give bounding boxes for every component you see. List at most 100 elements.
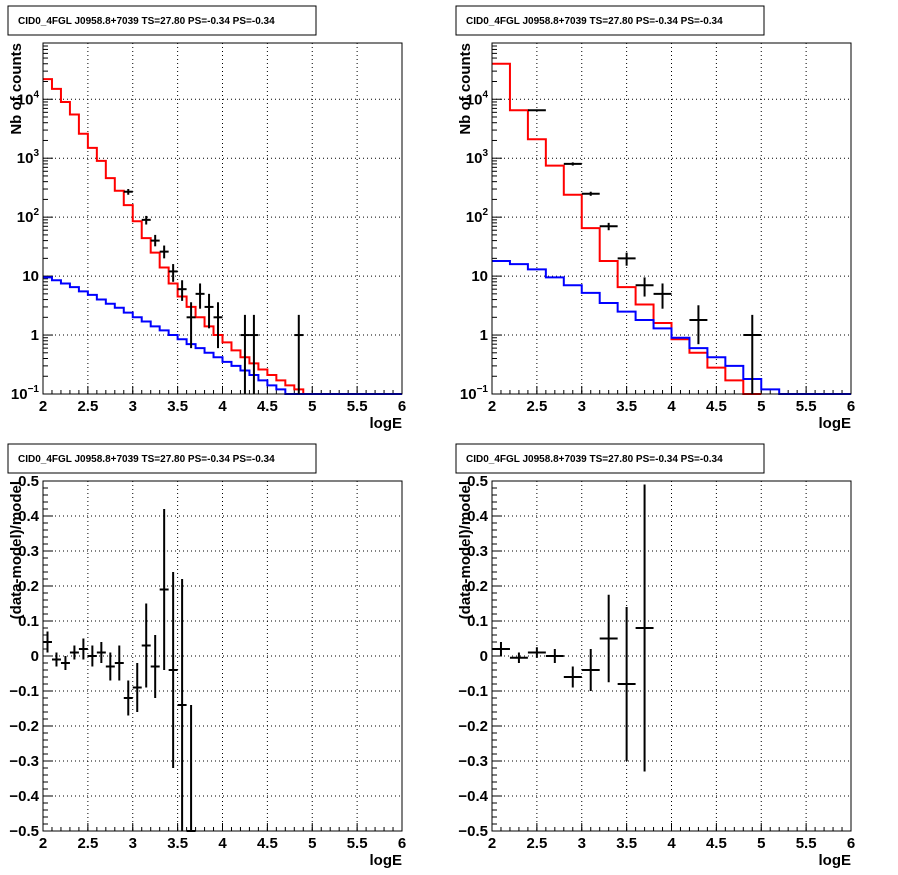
x-tick-label: 3.5 — [167, 835, 188, 852]
data-point — [563, 666, 582, 688]
data-point — [545, 649, 564, 663]
x-tick-label: 2.5 — [77, 398, 98, 415]
chart-panel-1: CID0_4FGL J0958.8+7039 TS=27.80 PS=-0.34… — [7, 5, 406, 432]
x-tick-label: 5.5 — [347, 398, 368, 415]
y-tick-label: −0.2 — [9, 718, 39, 735]
data-point — [213, 302, 223, 349]
data-point — [294, 314, 304, 394]
x-tick-label: 6 — [847, 835, 855, 852]
x-tick-label: 5 — [757, 835, 765, 852]
data-point — [69, 645, 79, 660]
y-tick-label: 103 — [17, 148, 40, 167]
chart-title: CID0_4FGL J0958.8+7039 TS=27.80 PS=-0.34… — [466, 454, 723, 465]
y-tick-label: 1 — [31, 327, 39, 344]
y-tick-label: −0.4 — [458, 788, 488, 805]
data-point — [240, 314, 250, 394]
y-tick-label: 0 — [31, 648, 39, 665]
y-tick-label: 10−1 — [460, 384, 489, 403]
data-point — [195, 283, 205, 309]
y-tick-label: 1 — [480, 327, 488, 344]
x-tick-label: 3 — [129, 835, 137, 852]
step-series-line — [492, 260, 851, 395]
data-point — [635, 277, 654, 297]
data-point — [51, 652, 61, 667]
x-tick-label: 2.5 — [526, 835, 547, 852]
y-tick-label: −0.5 — [9, 823, 39, 840]
chart-title: CID0_4FGL J0958.8+7039 TS=27.80 PS=-0.34… — [466, 16, 723, 27]
x-tick-label: 2 — [39, 398, 47, 415]
plot-frame — [42, 42, 403, 395]
x-tick-label: 4 — [667, 398, 676, 415]
y-tick-label: 10 — [22, 268, 39, 285]
data-point — [141, 603, 151, 688]
chart-title: CID0_4FGL J0958.8+7039 TS=27.80 PS=-0.34… — [18, 16, 275, 27]
y-tick-label: 0.5 — [467, 473, 488, 490]
title-box — [455, 443, 765, 474]
x-tick-label: 3.5 — [167, 398, 188, 415]
data-point — [159, 245, 169, 259]
data-point — [599, 222, 618, 231]
x-tick-label: 3.5 — [616, 835, 637, 852]
y-tick-label: −0.4 — [9, 788, 39, 805]
y-tick-label: 104 — [466, 89, 489, 108]
data-point — [527, 647, 546, 658]
x-axis-label: logE — [819, 415, 852, 432]
data-point — [509, 652, 528, 663]
chart-title: CID0_4FGL J0958.8+7039 TS=27.80 PS=-0.34… — [18, 454, 275, 465]
y-tick-label: −0.2 — [458, 718, 488, 735]
y-tick-label: −0.5 — [458, 823, 488, 840]
x-tick-label: 6 — [398, 398, 406, 415]
data-point — [177, 579, 187, 831]
data-point — [581, 649, 600, 691]
x-tick-label: 4 — [667, 835, 676, 852]
data-point — [150, 635, 160, 698]
data-point — [527, 109, 546, 112]
x-axis-label: logE — [819, 852, 852, 869]
x-tick-label: 5.5 — [347, 835, 368, 852]
y-tick-label: 0.5 — [18, 473, 39, 490]
data-point — [186, 302, 196, 349]
x-tick-label: 2.5 — [77, 835, 98, 852]
y-tick-label: 0.4 — [18, 508, 40, 525]
y-tick-label: 0.4 — [467, 508, 489, 525]
x-tick-label: 5.5 — [796, 398, 817, 415]
data-point — [159, 509, 169, 670]
data-point — [617, 607, 636, 761]
y-axis-label: Nb of counts — [8, 43, 25, 135]
y-tick-label: 104 — [17, 89, 40, 108]
step-series-line — [43, 78, 313, 395]
x-tick-label: 4.5 — [706, 835, 727, 852]
y-tick-label: 10 — [471, 268, 488, 285]
x-tick-label: 2.5 — [526, 398, 547, 415]
y-tick-label: −0.3 — [9, 753, 39, 770]
data-point — [123, 189, 133, 195]
y-axis-label: Nb of counts — [457, 43, 474, 135]
y-tick-label: 0 — [480, 648, 488, 665]
data-point — [689, 305, 708, 345]
y-tick-label: 0.2 — [18, 578, 39, 595]
x-tick-label: 6 — [847, 398, 855, 415]
chart-panel-2: CID0_4FGL J0958.8+7039 TS=27.80 PS=-0.34… — [455, 5, 855, 432]
plot-frame — [491, 42, 852, 395]
data-point — [581, 191, 600, 196]
x-tick-label: 3 — [578, 835, 586, 852]
y-tick-label: 0.3 — [18, 543, 39, 560]
x-tick-label: 2 — [488, 398, 496, 415]
data-point — [743, 314, 762, 394]
title-box — [7, 5, 317, 36]
data-point — [123, 680, 133, 716]
data-point — [617, 252, 636, 266]
x-tick-label: 4 — [218, 398, 227, 415]
plot-frame — [491, 480, 852, 832]
data-point — [168, 572, 178, 768]
data-point — [204, 293, 214, 329]
data-point — [141, 215, 151, 225]
x-tick-label: 5 — [757, 398, 765, 415]
x-tick-label: 2 — [39, 835, 47, 852]
title-box — [7, 443, 317, 474]
data-point — [78, 638, 88, 660]
data-point — [150, 234, 160, 247]
data-point — [563, 162, 582, 166]
data-point — [653, 283, 672, 309]
